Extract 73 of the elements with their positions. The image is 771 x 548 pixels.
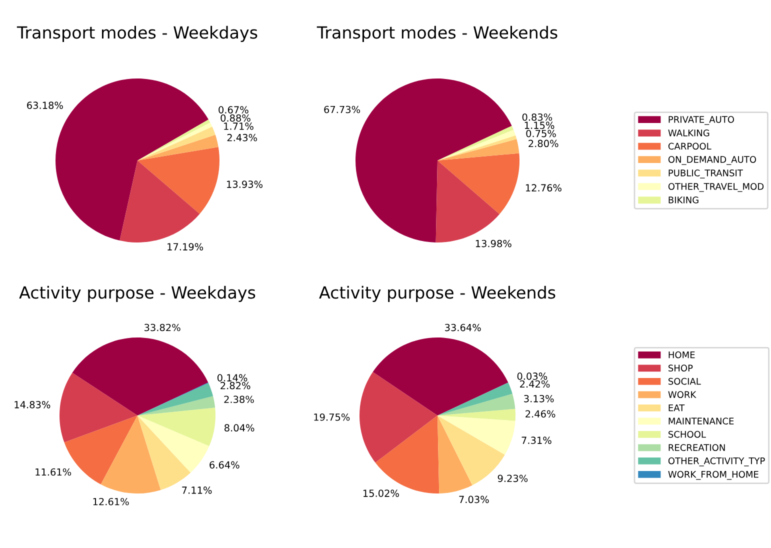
legend-label: HOME [668,351,695,358]
data-label: 11.61% [36,468,72,476]
legend-label: SOCIAL [668,378,701,385]
data-label: 2.46% [526,410,556,418]
pie-slice [138,146,220,214]
pie-slice [138,396,216,416]
legend-label: RECREATION [668,444,725,451]
data-label: 12.61% [93,498,129,506]
data-label: 6.64% [210,461,240,469]
data-label: 0.75% [526,130,556,138]
legend-label: BIKING [668,196,698,204]
data-label: 0.14% [217,374,248,382]
data-label: 0.03% [517,372,548,380]
legend-label: OTHER_TRAVEL_MOD [668,183,764,192]
chart-title: Transport modes - Weekdays [16,26,258,42]
data-label: 1.15% [524,122,554,130]
data-label: 13.98% [476,240,512,248]
chart-title: Transport modes - Weekends [316,26,558,42]
pie-slice [120,160,200,242]
pie-slice [138,408,216,446]
chart-title: Activity purpose - Weekends [319,286,556,302]
legend-label: WALKING [668,130,710,136]
pie-slice [438,139,520,160]
legend-label: SCHOOL [668,430,706,438]
legend-label: PRIVATE_AUTO [668,116,734,125]
legend-label: MAINTENANCE [668,418,734,424]
pie-slice [438,416,472,494]
pie-slice [438,408,516,421]
pie-slice [138,416,210,473]
data-label: 7.31% [522,436,552,444]
pie-slice [72,338,208,416]
legend-label: CARPOOL [668,142,712,150]
legend-label: PUBLIC_TRANSIT [668,170,743,178]
data-label: 67.73% [324,106,360,114]
data-label: 13.93% [227,180,263,188]
data-label: 2.43% [227,134,258,142]
pie-slice [438,416,516,455]
data-label: 3.13% [524,394,554,402]
data-label: 33.82% [144,324,180,332]
data-label: 17.19% [168,243,204,250]
data-label: 0.83% [522,113,552,121]
pie-slice [438,394,516,416]
legend-label: OTHER_ACTIVITY_TYP [668,457,765,466]
data-label: 0.67% [218,106,248,114]
data-label: 2.80% [528,140,558,148]
legend-label: ON_DEMAND_AUTO [668,156,756,165]
data-label: 2.38% [224,396,254,404]
legend-label: WORK_FROM_HOME [668,470,758,480]
data-label: 33.64% [445,324,481,332]
pie-slice [438,153,520,214]
chart-title: Activity purpose - Weekdays [19,286,256,302]
data-label: 2.82% [220,382,250,390]
data-label: 14.83% [14,400,50,408]
data-label: 12.76% [526,184,562,192]
data-label: 9.23% [498,474,528,482]
data-label: 0.88% [220,114,250,122]
pie-slice [60,372,138,442]
data-label: 19.75% [314,413,350,421]
pie-slice [100,416,161,494]
legend-label: EAT [668,404,685,412]
pie-slice [360,372,438,463]
pie-slice [438,135,517,160]
legend-label: WORK [668,391,696,398]
pie-slice [372,338,508,416]
data-label: 63.18% [27,102,63,109]
pie-slice [138,134,218,160]
data-label: 7.03% [459,496,489,504]
data-label: 2.42% [520,380,550,388]
data-label: 7.11% [182,486,212,494]
data-label: 8.04% [224,424,254,432]
data-label: 1.71% [224,122,254,130]
data-label: 15.02% [363,490,399,497]
legend-label: SHOP [668,364,693,372]
